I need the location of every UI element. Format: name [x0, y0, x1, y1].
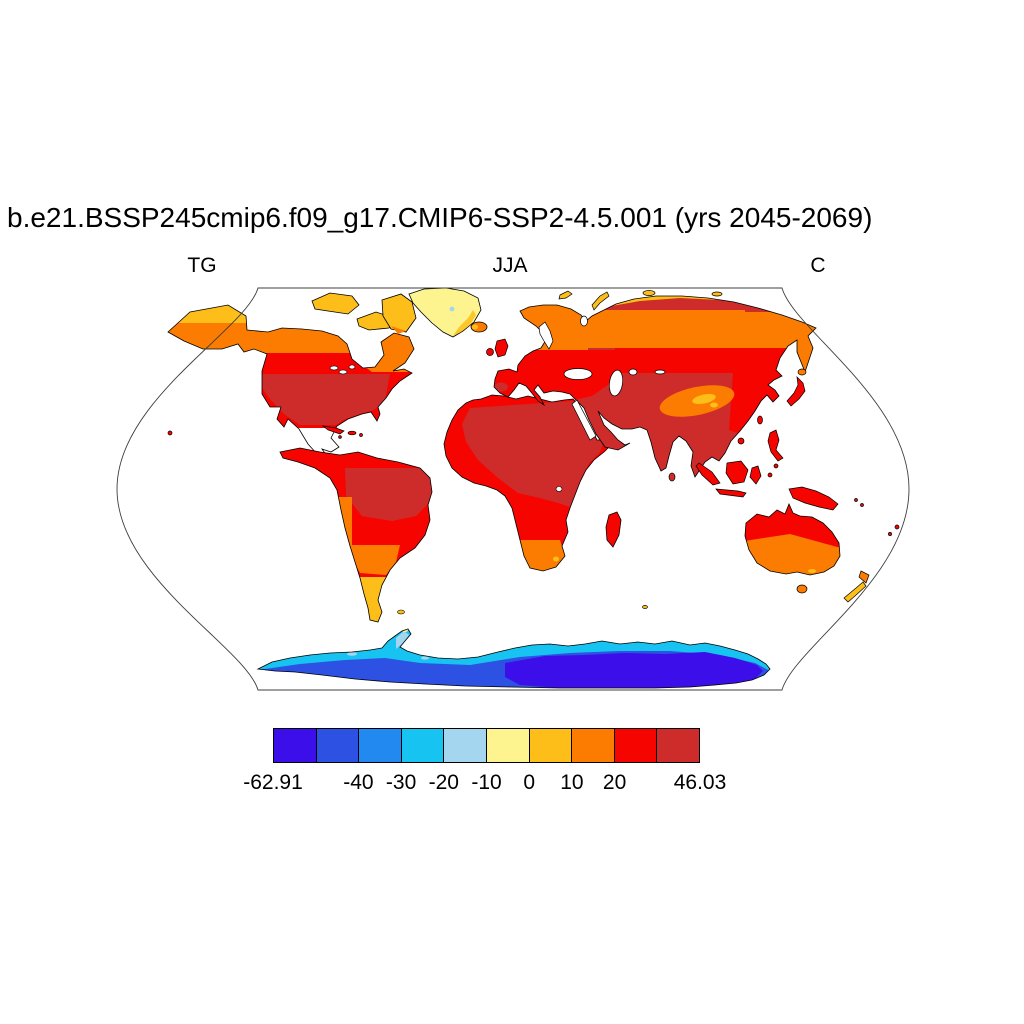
colorbar-box-3	[400, 728, 445, 763]
sri-lanka	[668, 472, 676, 482]
kerguelen	[642, 605, 648, 609]
canadian-arctic-islands	[311, 292, 417, 333]
coastline	[256, 628, 771, 689]
white-sea	[580, 315, 588, 327]
colorbar-box-8	[613, 728, 658, 763]
ireland	[486, 348, 494, 356]
islands	[167, 290, 900, 609]
inland-seas	[538, 315, 666, 441]
projection-outline	[116, 287, 910, 691]
continent-south-america	[279, 447, 433, 623]
colorbar-tick-label: -62.91	[243, 771, 303, 794]
iceland	[470, 321, 488, 333]
great-britain	[494, 338, 509, 358]
taiwan	[757, 415, 763, 425]
sulawesi	[749, 465, 762, 485]
units-label: C	[810, 254, 826, 277]
continent-antarctica	[256, 628, 771, 689]
cuba	[321, 425, 345, 435]
variable-label: TG	[187, 254, 217, 277]
hawaii	[167, 430, 173, 436]
lake-victoria	[555, 486, 563, 492]
sumatra	[695, 462, 721, 486]
colorbar-box-6	[528, 728, 573, 763]
plot-title: b.e21.BSSP245cmip6.f09_g17.CMIP6-SSP2-4.…	[7, 202, 873, 233]
novaya-zemlya	[591, 291, 610, 311]
madagascar	[605, 511, 622, 548]
colorbar-box-1	[315, 728, 360, 763]
new-zealand-south	[843, 581, 867, 603]
colorbar-tick-label: -10	[471, 771, 502, 794]
colorbar-tick-label: 10	[560, 771, 584, 794]
greenland	[408, 287, 482, 338]
severnaya-zemlya	[642, 290, 656, 296]
colorbar-ticks: -62.91 -40 -30 -20 -10 0 10 20 46.03	[243, 771, 726, 797]
caspian-sea	[608, 369, 624, 397]
colorbar-box-2	[358, 728, 402, 763]
svalbard	[558, 290, 573, 300]
red-sea	[571, 399, 597, 441]
solomon-islands	[854, 498, 858, 502]
fiji	[894, 524, 900, 530]
new-siberian-islands	[711, 291, 723, 297]
baltic-sea	[538, 321, 554, 350]
colorbar-tick-label: 0	[523, 771, 536, 794]
coastline	[279, 447, 433, 623]
coastline	[167, 304, 415, 468]
new-zealand-north	[858, 570, 870, 584]
greenland-cold-spot	[449, 306, 455, 312]
colorbar-tick-label: -40	[343, 771, 374, 794]
colorbar-tick-label: -20	[428, 771, 459, 794]
new-guinea	[788, 486, 839, 511]
falkland-islands	[397, 609, 405, 615]
aral-sea	[628, 368, 638, 376]
coastline	[443, 394, 613, 572]
hainan	[737, 437, 745, 445]
season-label: JJA	[492, 254, 528, 277]
hispaniola	[347, 430, 357, 436]
great-lakes	[329, 364, 356, 375]
lake-balkhash	[654, 369, 666, 375]
borneo	[725, 460, 749, 485]
colorbar-box-0	[273, 728, 317, 763]
tasmania	[796, 584, 808, 594]
colorbar-tick-label: 46.03	[673, 771, 727, 794]
colorbar-tick-label: 20	[602, 771, 627, 794]
continent-australia	[744, 502, 870, 603]
colorbar-tick-label: -30	[385, 771, 417, 794]
philippines	[767, 429, 784, 462]
colorbar-box-7	[571, 728, 615, 763]
black-sea	[563, 368, 593, 380]
baffin-south-tip	[391, 326, 406, 334]
colorbar-box-4	[443, 728, 487, 763]
colorbar-box-5	[485, 728, 530, 763]
japan	[786, 376, 806, 407]
coastline	[744, 502, 841, 576]
hokkaido	[797, 368, 807, 376]
colorbar-box-9	[656, 728, 700, 763]
colorbar	[273, 728, 700, 763]
java	[715, 488, 747, 498]
